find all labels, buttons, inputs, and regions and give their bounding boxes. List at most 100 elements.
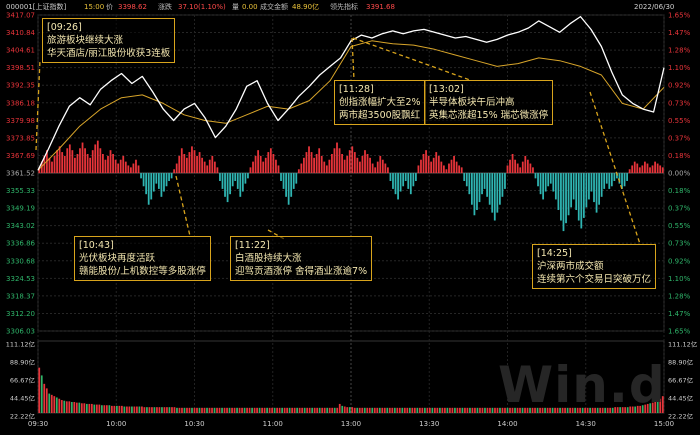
volume-bar [589, 407, 592, 413]
volume-bar [326, 407, 329, 413]
breadth-bar [483, 173, 486, 189]
volume-bar [421, 407, 424, 413]
breadth-bar [381, 159, 384, 174]
volume-bar [166, 407, 168, 413]
breadth-bar [68, 144, 71, 174]
volume-right-tick-label: 22.22亿 [668, 412, 694, 421]
volume-bar [90, 403, 93, 413]
annotation-time: [09:26] [47, 22, 82, 33]
volume-bar [253, 407, 256, 413]
breadth-bar [567, 173, 570, 216]
volume-bar [115, 405, 118, 413]
volume-bar [403, 407, 406, 413]
volume-bar [551, 407, 554, 413]
volume-bar [574, 407, 576, 413]
breadth-bar [534, 173, 537, 179]
breadth-bar [259, 155, 262, 174]
annotation-leader [589, 91, 641, 245]
breadth-bar [338, 148, 341, 174]
volume-bar [276, 407, 279, 413]
x-tick-label: 13:30 [419, 420, 439, 428]
volume-bar [138, 406, 141, 413]
volume-bar [571, 407, 574, 413]
y-right-tick-label: 0.73% [668, 240, 691, 248]
volume-bar [661, 396, 664, 413]
breadth-bar [170, 173, 173, 179]
breadth-bar [96, 140, 99, 174]
volume-bar [504, 407, 506, 413]
volume-bar [636, 405, 639, 413]
volume-bar [306, 407, 309, 413]
breadth-bar [48, 157, 51, 174]
price-line [37, 15, 665, 171]
breadth-bar [155, 173, 158, 184]
breadth-bar [303, 157, 305, 174]
breadth-bar [89, 157, 92, 174]
breadth-bar [104, 159, 107, 174]
breadth-bar [402, 173, 405, 187]
breadth-bar [185, 157, 188, 174]
vol-value: 0.00 [242, 3, 258, 11]
volume-bar [221, 407, 223, 413]
breadth-bar [231, 173, 234, 187]
volume-bar [408, 407, 411, 413]
volume-bar [143, 407, 146, 413]
breadth-bar [351, 146, 354, 174]
volume-bar [393, 407, 396, 413]
volume-bar [161, 407, 163, 413]
annotation-line: 创指涨幅扩大至2% [339, 97, 421, 108]
breadth-bar [310, 152, 313, 174]
volume-bar [381, 407, 384, 413]
volume-bar [491, 407, 494, 413]
volume-bar [288, 407, 291, 413]
breadth-bar [320, 155, 323, 174]
breadth-bar [63, 155, 66, 174]
breadth-bar [572, 173, 575, 200]
breadth-bar [516, 163, 519, 174]
breadth-bar [557, 173, 560, 210]
breadth-bar [107, 155, 109, 174]
volume-bar [401, 407, 404, 413]
volume-bar [173, 407, 176, 413]
breadth-bar [463, 173, 466, 181]
annotation-line: 赣能股份/上机数控等多股涨停 [79, 266, 206, 277]
volume-bar [43, 383, 46, 413]
breadth-bar [437, 155, 440, 174]
volume-bar [541, 407, 544, 413]
breadth-bar [122, 155, 125, 174]
volume-bar [604, 407, 607, 413]
annotation-line: 华天酒店/丽江股份收获3连板 [47, 48, 171, 59]
volume-bar [353, 407, 356, 413]
breadth-bar [328, 159, 331, 174]
breadth-bar [346, 155, 349, 174]
breadth-bar [529, 163, 532, 174]
volume-bar [626, 407, 629, 413]
breadth-bar [56, 150, 58, 174]
header-time: 15:00 [84, 3, 105, 11]
volume-bar [323, 407, 326, 413]
breadth-bar [290, 173, 293, 197]
breadth-bar [412, 173, 415, 187]
breadth-bar [486, 173, 489, 197]
volume-bar [484, 407, 486, 413]
breadth-bar [76, 153, 79, 174]
x-tick-label: 13:00 [341, 420, 361, 428]
breadth-bar [239, 173, 242, 197]
y-right-tick-label: 0.37% [668, 205, 691, 213]
annotation-line: 连续第六个交易日突破万亿 [537, 274, 652, 285]
annotation-1302: [13:02] 半导体板块午后冲高 英集芯涨超15% 瑞芯微涨停 [424, 80, 554, 125]
breadth-bar [549, 173, 552, 184]
volume-bar [68, 401, 71, 413]
breadth-bar [511, 153, 514, 174]
volume-bar [146, 407, 148, 413]
volume-bar [50, 394, 53, 413]
annotation-line: 英集芯涨超15% 瑞芯微涨停 [429, 110, 549, 121]
volume-bar [596, 407, 599, 413]
annotation-line: 半导体板块午后冲高 [429, 97, 515, 108]
annotation-time: [11:22] [235, 240, 270, 251]
volume-bar [479, 407, 481, 413]
volume-bar [123, 406, 126, 413]
breadth-bar [353, 152, 356, 174]
volume-bar [311, 407, 314, 413]
volume-bar [321, 407, 324, 413]
